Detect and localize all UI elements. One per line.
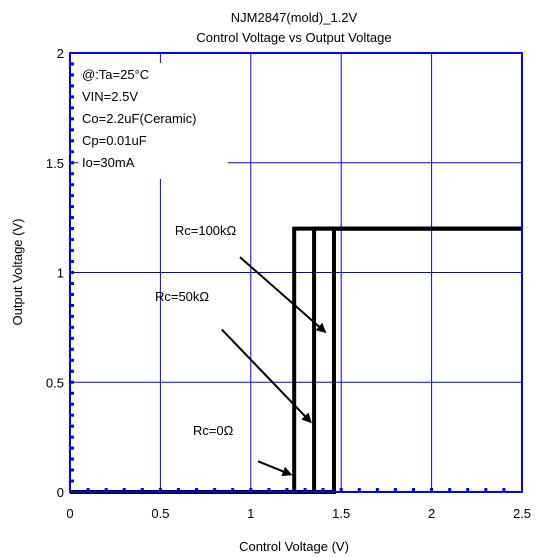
annotation-label-2: Rc=0Ω: [193, 423, 234, 438]
condition-line-0: @:Ta=25°C: [82, 67, 149, 82]
x-tick-label-3: 1.5: [332, 506, 350, 521]
x-axis-label: Control Voltage (V): [239, 539, 349, 554]
annotation-label-0: Rc=100kΩ: [175, 223, 237, 238]
condition-line-3: Cp=0.01uF: [82, 133, 147, 148]
y-tick-label-3: 1.5: [46, 156, 64, 171]
x-tick-label-2: 1: [247, 506, 254, 521]
y-tick-label-0: 0: [57, 485, 64, 500]
x-tick-label-4: 2: [428, 506, 435, 521]
y-tick-labels: 0 0.5 1 1.5 2: [46, 46, 64, 500]
x-tick-label-0: 0: [66, 506, 73, 521]
series-group: [70, 229, 522, 492]
x-tick-labels: 0 0.5 1 1.5 2 2.5: [66, 506, 531, 521]
y-tick-label-2: 1: [57, 266, 64, 281]
x-tick-label-5: 2.5: [513, 506, 531, 521]
chart-title: NJM2847(mold)_1.2V: [231, 10, 358, 25]
conditions-box: @:Ta=25°C VIN=2.5V Co=2.2uF(Ceramic) Cp=0.0…: [78, 63, 228, 179]
y-tick-label-4: 2: [57, 46, 64, 61]
x-tick-label-1: 0.5: [151, 506, 169, 521]
condition-line-2: Co=2.2uF(Ceramic): [82, 111, 197, 126]
y-axis-label: Output Voltage (V): [10, 219, 25, 326]
condition-line-4: Io=30mA: [82, 155, 135, 170]
annotation-arrow-1: [222, 330, 311, 422]
annotation-arrow-2: [258, 461, 291, 474]
chart-subtitle: Control Voltage vs Output Voltage: [196, 30, 391, 45]
annotation-label-1: Rc=50kΩ: [155, 289, 209, 304]
condition-line-1: VIN=2.5V: [82, 89, 138, 104]
annotations: Rc=100kΩ Rc=50kΩ Rc=0Ω: [155, 223, 325, 474]
series-line-0: [70, 229, 522, 492]
y-tick-label-1: 0.5: [46, 375, 64, 390]
